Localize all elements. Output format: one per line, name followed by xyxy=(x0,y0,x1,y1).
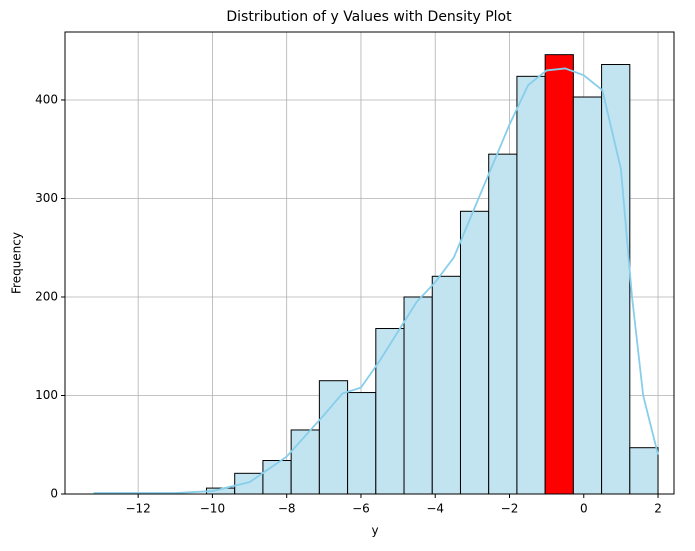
bar xyxy=(601,64,631,495)
x-tick-label: −12 xyxy=(125,502,150,516)
plot-frame xyxy=(64,31,675,495)
x-tick-label: −2 xyxy=(501,502,519,516)
bar xyxy=(544,54,574,495)
bar xyxy=(375,328,405,495)
bar xyxy=(347,392,377,495)
chart-title: Distribution of y Values with Density Pl… xyxy=(226,9,512,25)
bar xyxy=(572,96,603,495)
x-axis-label: y xyxy=(371,524,378,538)
bar xyxy=(459,210,490,495)
y-tick-label: 200 xyxy=(35,289,58,303)
y-tick-label: 300 xyxy=(35,191,58,205)
x-tick-label: 2 xyxy=(654,502,662,516)
y-tick-label: 0 xyxy=(50,487,58,501)
bar xyxy=(488,153,518,495)
bar xyxy=(318,380,349,495)
x-tick-label: −6 xyxy=(352,502,370,516)
y-tick-label: 100 xyxy=(35,388,58,402)
bar xyxy=(290,429,320,495)
bar xyxy=(262,460,292,495)
bar xyxy=(403,296,433,495)
y-axis-label: Frequency xyxy=(10,232,24,294)
x-tick-label: −10 xyxy=(200,502,225,516)
bar xyxy=(516,75,546,495)
x-tick-label: −8 xyxy=(278,502,296,516)
density-line xyxy=(93,67,659,494)
bar xyxy=(431,275,461,495)
x-tick-label: 0 xyxy=(580,502,588,516)
y-tick-label: 400 xyxy=(35,92,58,106)
x-tick-label: −4 xyxy=(426,502,444,516)
bar xyxy=(629,447,659,495)
